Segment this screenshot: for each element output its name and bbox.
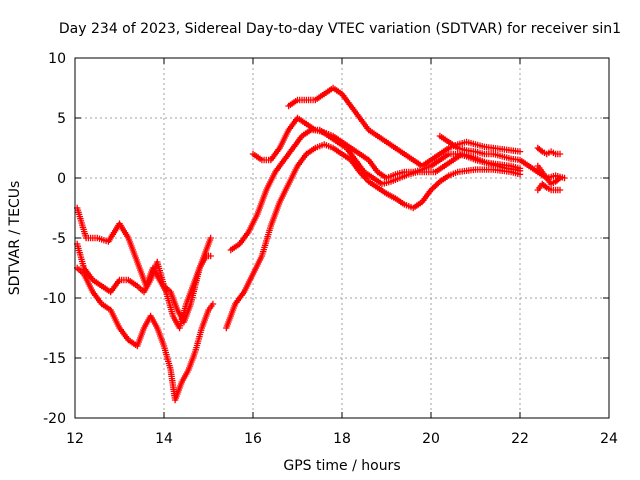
series-track-j (534, 180, 564, 194)
data-point-markers (74, 240, 214, 326)
y-tick-label: -15 (43, 351, 66, 367)
y-tick-label: -5 (52, 231, 66, 247)
x-tick-label: 12 (66, 431, 84, 447)
series-track-b (74, 240, 214, 326)
series-track-d (223, 141, 524, 332)
data-point-markers (534, 162, 564, 188)
y-tick-label: 10 (48, 51, 66, 67)
x-tick-label: 14 (155, 431, 173, 447)
data-point-markers (249, 114, 524, 182)
series-track-k (534, 162, 564, 188)
y-axis-label: SDTVAR / TECUs (7, 181, 23, 296)
x-tick-label: 24 (600, 431, 618, 447)
series-track-g (285, 84, 524, 170)
data-point-markers (285, 84, 524, 170)
x-tick-label: 22 (511, 431, 529, 447)
y-tick-label: 5 (57, 111, 66, 127)
data-point-markers (74, 264, 217, 404)
data-point-markers (223, 141, 524, 332)
series-track-f (249, 114, 524, 182)
series-track-a (74, 204, 214, 332)
x-tick-label: 20 (422, 431, 440, 447)
series-track-i (534, 144, 564, 158)
axis-ticks: 12 14 16 18 20 22 24 10 5 0 -5 -10 -15 -20 (43, 51, 618, 447)
y-tick-label: 0 (57, 171, 66, 187)
y-tick-label: -10 (43, 291, 66, 307)
chart-title: Day 234 of 2023, Sidereal Day-to-day VTE… (59, 21, 621, 37)
data-points (74, 84, 568, 404)
x-tick-label: 16 (244, 431, 262, 447)
series-track-c (74, 264, 217, 404)
series-track-h (436, 132, 568, 182)
data-point-markers (74, 204, 214, 332)
x-tick-label: 18 (333, 431, 351, 447)
data-point-markers (534, 180, 564, 194)
data-point-markers (534, 144, 564, 158)
x-axis-label: GPS time / hours (283, 458, 400, 474)
data-point-markers (436, 132, 568, 182)
grid (75, 58, 609, 418)
y-tick-label: -20 (43, 411, 66, 427)
